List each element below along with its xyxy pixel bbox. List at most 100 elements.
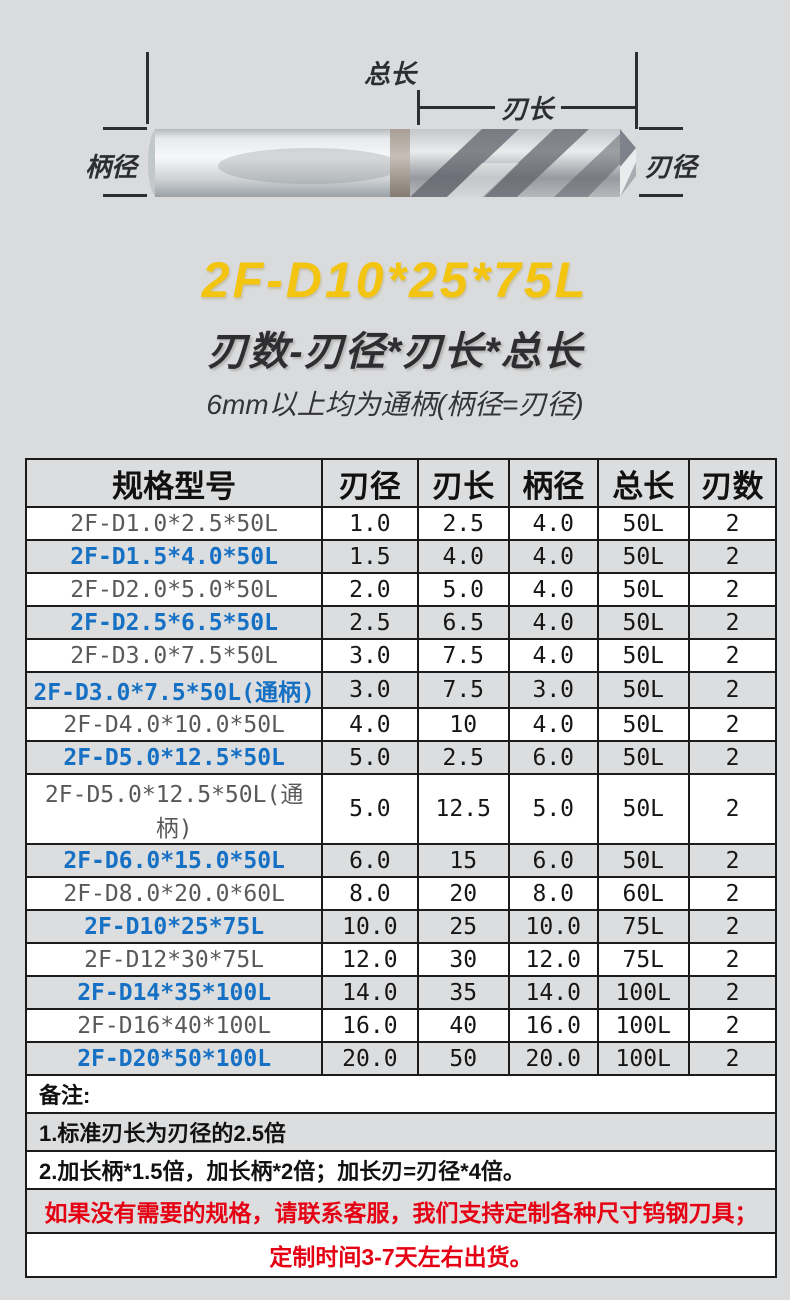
cell-flute-count: 2 — [688, 1008, 777, 1043]
cell-total-len: 50L — [596, 740, 690, 775]
cell-total-len: 75L — [596, 942, 690, 977]
cell-model: 2F-D1.5*4.0*50L — [24, 539, 324, 574]
cell-blade-dia: 5.0 — [321, 740, 419, 775]
cell-blade-dia: 14.0 — [321, 975, 419, 1010]
cell-total-len: 75L — [596, 909, 690, 944]
cell-blade-dia: 20.0 — [321, 1041, 419, 1076]
cell-total-len: 50L — [596, 773, 690, 845]
table-row: 2F-D12*30*75L 12.0 30 12.0 75L 2 — [24, 942, 777, 977]
cell-model: 2F-D4.0*10.0*50L — [24, 707, 324, 742]
flute-length-dimension: 刃长 — [420, 93, 636, 124]
cell-flute-len: 5.0 — [416, 572, 510, 607]
cell-flute-len: 25 — [416, 909, 510, 944]
cell-shank-dia: 4.0 — [508, 605, 599, 640]
cell-model: 2F-D5.0*12.5*50L(通柄) — [24, 773, 324, 845]
cell-shank-dia: 16.0 — [508, 1008, 599, 1043]
custom-leadtime-row: 定制时间3-7天左右出货。 — [25, 1232, 777, 1278]
cell-flute-count: 2 — [688, 843, 777, 878]
cell-shank-dia: 4.0 — [508, 506, 599, 541]
table-row: 2F-D5.0*12.5*50L 5.0 2.5 6.0 50L 2 — [24, 740, 777, 775]
cell-blade-dia: 3.0 — [321, 638, 419, 673]
cell-shank-dia: 8.0 — [508, 876, 599, 911]
cell-blade-dia: 1.5 — [321, 539, 419, 574]
cell-blade-dia: 5.0 — [321, 773, 419, 845]
cell-model: 2F-D20*50*100L — [24, 1041, 324, 1076]
dimension-label-blade-diameter: 刃径 — [644, 152, 697, 182]
remark-label: 备注: — [25, 1074, 777, 1114]
table-row: 2F-D5.0*12.5*50L(通柄) 5.0 12.5 5.0 50L 2 — [24, 773, 777, 845]
note-row-2: 2.加长柄*1.5倍，加长柄*2倍；加长刃=刃径*4倍。 — [25, 1150, 777, 1190]
dimension-label-flute-length: 刃长 — [501, 93, 554, 124]
cell-shank-dia: 4.0 — [508, 539, 599, 574]
cell-model: 2F-D6.0*15.0*50L — [24, 843, 324, 878]
end-mill-image — [148, 129, 636, 197]
cell-total-len: 50L — [596, 843, 690, 878]
cell-shank-dia: 4.0 — [508, 638, 599, 673]
cell-shank-dia: 6.0 — [508, 740, 599, 775]
dimension-label-total-length: 总长 — [363, 59, 416, 89]
table-row: 2F-D3.0*7.5*50L 3.0 7.5 4.0 50L 2 — [24, 638, 777, 673]
cell-flute-count: 2 — [688, 707, 777, 742]
col-header-shank-dia: 柄径 — [508, 458, 599, 508]
cell-blade-dia: 4.0 — [321, 707, 419, 742]
cell-total-len: 100L — [596, 1041, 690, 1076]
col-header-model: 规格型号 — [24, 458, 324, 508]
cell-blade-dia: 3.0 — [321, 671, 419, 709]
product-drawing: 总长 刃长 柄径 刃径 — [0, 0, 790, 228]
custom-leadtime-text: 定制时间3-7天左右出货。 — [25, 1232, 777, 1278]
custom-service-text: 如果没有需要的规格，请联系客服，我们支持定制各种尺寸钨钢刀具； — [25, 1188, 777, 1234]
note-1-text: 1.标准刃长为刃径的2.5倍 — [25, 1112, 777, 1152]
cell-flute-len: 2.5 — [416, 740, 510, 775]
cell-flute-count: 2 — [688, 539, 777, 574]
cell-shank-dia: 12.0 — [508, 942, 599, 977]
col-header-total-len: 总长 — [596, 458, 690, 508]
cell-shank-dia: 6.0 — [508, 843, 599, 878]
cell-flute-count: 2 — [688, 605, 777, 640]
cell-blade-dia: 16.0 — [321, 1008, 419, 1043]
table-row: 2F-D16*40*100L 16.0 40 16.0 100L 2 — [24, 1008, 777, 1043]
cell-flute-len: 35 — [416, 975, 510, 1010]
flute-length-tick — [417, 90, 420, 125]
cell-shank-dia: 14.0 — [508, 975, 599, 1010]
cell-model: 2F-D8.0*20.0*60L — [24, 876, 324, 911]
table-row: 2F-D2.0*5.0*50L 2.0 5.0 4.0 50L 2 — [24, 572, 777, 607]
cell-blade-dia: 12.0 — [321, 942, 419, 977]
cell-shank-dia: 4.0 — [508, 572, 599, 607]
blade-dia-top-tick — [639, 127, 683, 130]
cell-total-len: 50L — [596, 707, 690, 742]
naming-scheme-subtitle: 刃数-刃径*刃长*总长 — [207, 330, 583, 374]
flute-length-line-left — [420, 105, 495, 109]
cell-total-len: 50L — [596, 638, 690, 673]
custom-service-row: 如果没有需要的规格，请联系客服，我们支持定制各种尺寸钨钢刀具； — [25, 1188, 777, 1234]
cell-total-len: 50L — [596, 539, 690, 574]
col-header-blade-dia: 刃径 — [321, 458, 419, 508]
cell-flute-count: 2 — [688, 909, 777, 944]
cell-total-len: 50L — [596, 605, 690, 640]
cell-model: 2F-D12*30*75L — [24, 942, 324, 977]
cell-model: 2F-D10*25*75L — [24, 909, 324, 944]
blade-dia-bottom-tick — [639, 194, 683, 197]
table-row: 2F-D1.5*4.0*50L 1.5 4.0 4.0 50L 2 — [24, 539, 777, 574]
cell-blade-dia: 1.0 — [321, 506, 419, 541]
cell-flute-len: 6.5 — [416, 605, 510, 640]
cell-flute-count: 2 — [688, 942, 777, 977]
cell-shank-dia: 4.0 — [508, 707, 599, 742]
cell-flute-count: 2 — [688, 572, 777, 607]
dimension-label-shank-diameter: 柄径 — [84, 152, 137, 182]
cell-flute-len: 12.5 — [416, 773, 510, 845]
table-row: 2F-D1.0*2.5*50L 1.0 2.5 4.0 50L 2 — [24, 506, 777, 541]
col-header-flute-count: 刃数 — [688, 458, 777, 508]
total-length-left-line — [146, 52, 149, 124]
cell-flute-count: 2 — [688, 975, 777, 1010]
table-row: 2F-D10*25*75L 10.0 25 10.0 75L 2 — [24, 909, 777, 944]
cell-flute-len: 7.5 — [416, 671, 510, 709]
cell-flute-len: 20 — [416, 876, 510, 911]
cell-blade-dia: 10.0 — [321, 909, 419, 944]
cell-shank-dia: 5.0 — [508, 773, 599, 845]
table-row: 2F-D2.5*6.5*50L 2.5 6.5 4.0 50L 2 — [24, 605, 777, 640]
cell-blade-dia: 2.5 — [321, 605, 419, 640]
cell-model: 2F-D3.0*7.5*50L(通柄) — [24, 671, 324, 709]
table-row: 2F-D8.0*20.0*60L 8.0 20 8.0 60L 2 — [24, 876, 777, 911]
product-model-title: 2F-D10*25*75L — [201, 252, 589, 308]
